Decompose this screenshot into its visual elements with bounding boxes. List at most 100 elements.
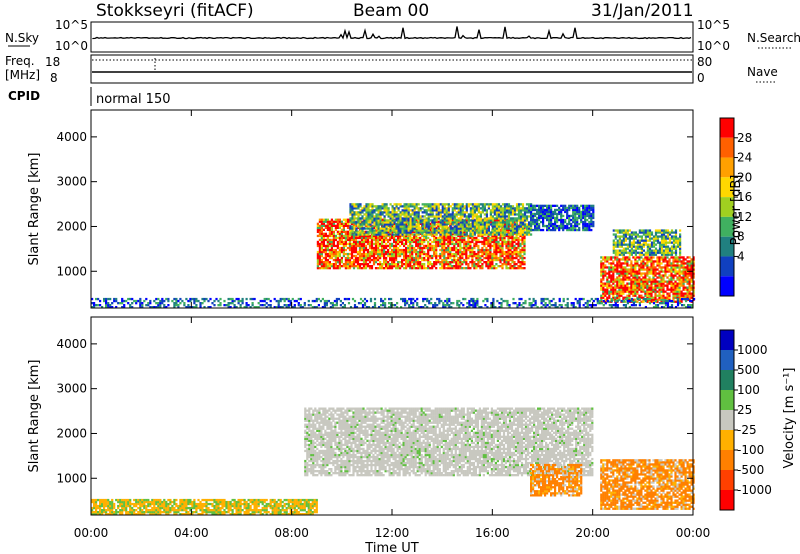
heatmap-cell bbox=[348, 256, 352, 260]
heatmap-cell bbox=[648, 286, 651, 289]
heatmap-cell bbox=[612, 243, 615, 246]
heatmap-cell bbox=[626, 278, 629, 281]
heatmap-cell bbox=[576, 222, 579, 226]
heatmap-cell bbox=[407, 225, 410, 228]
heatmap-cell bbox=[654, 251, 658, 254]
heatmap-cell bbox=[664, 268, 667, 271]
heatmap-cell bbox=[397, 261, 400, 264]
heatmap-cell bbox=[678, 288, 681, 291]
heatmap-cell bbox=[515, 209, 519, 212]
heatmap-cell bbox=[187, 306, 190, 309]
heatmap-cell bbox=[97, 297, 100, 301]
heatmap-cell bbox=[453, 215, 456, 218]
heatmap-cell bbox=[393, 207, 396, 210]
heatmap-cell bbox=[676, 243, 680, 246]
heatmap-cell bbox=[666, 266, 669, 269]
heatmap-cell bbox=[393, 203, 396, 206]
heatmap-cell bbox=[348, 246, 352, 250]
heatmap-cell bbox=[131, 306, 134, 309]
heatmap-cell bbox=[634, 294, 637, 297]
heatmap-cell bbox=[632, 280, 635, 283]
heatmap-cell bbox=[499, 231, 503, 234]
heatmap-cell bbox=[439, 252, 442, 256]
heatmap-cell bbox=[91, 306, 94, 309]
heatmap-cell bbox=[173, 302, 176, 305]
heatmap-cell bbox=[409, 267, 412, 270]
heatmap-cell bbox=[163, 306, 166, 309]
heatmap-cell bbox=[419, 242, 422, 246]
heatmap-cell bbox=[692, 258, 695, 261]
heatmap-cell bbox=[381, 203, 384, 206]
heatmap-cell bbox=[334, 248, 337, 252]
heatmap-cell bbox=[348, 242, 352, 246]
heatmap-cell bbox=[370, 236, 374, 240]
heatmap-cell bbox=[473, 252, 476, 256]
heatmap-cell bbox=[568, 206, 571, 210]
heatmap-cell bbox=[517, 219, 521, 222]
heatmap-cell bbox=[431, 219, 434, 222]
heatmap-cell bbox=[688, 288, 691, 291]
heatmap-cell bbox=[443, 231, 446, 234]
heatmap-cell bbox=[469, 248, 472, 252]
heatmap-cell bbox=[407, 238, 410, 242]
heatmap-cell bbox=[385, 267, 388, 270]
heatmap-cell bbox=[383, 263, 386, 266]
heatmap-cell bbox=[473, 215, 476, 218]
heatmap-cell bbox=[674, 251, 678, 254]
heatmap-cell bbox=[674, 284, 677, 287]
heatmap-cell bbox=[360, 236, 364, 240]
heatmap-cell bbox=[679, 237, 682, 240]
heatmap-cell bbox=[479, 229, 482, 232]
heatmap-cell bbox=[368, 261, 372, 264]
heatmap-cell bbox=[511, 267, 514, 270]
heatmap-cell bbox=[644, 251, 647, 254]
heatmap-cell bbox=[360, 248, 364, 252]
heatmap-cell bbox=[552, 224, 555, 228]
heatmap-cell bbox=[371, 217, 374, 220]
heatmap-cell bbox=[407, 207, 410, 210]
heatmap-cell bbox=[674, 274, 677, 277]
heatmap-cell bbox=[379, 250, 382, 254]
heatmap-cell bbox=[624, 300, 627, 303]
heatmap-cell bbox=[477, 227, 480, 230]
heatmap-cell bbox=[340, 248, 343, 252]
heatmap-cell bbox=[676, 260, 679, 263]
heatmap-cell bbox=[612, 266, 615, 269]
heatmap-cell bbox=[395, 225, 398, 228]
heatmap-cell bbox=[421, 252, 424, 256]
heatmap-cell bbox=[433, 223, 436, 226]
heatmap-cell bbox=[688, 294, 691, 297]
heatmap-cell bbox=[344, 238, 347, 242]
heatmap-cell bbox=[419, 219, 422, 222]
heatmap-cell bbox=[477, 244, 480, 248]
heatmap-cell bbox=[403, 215, 406, 218]
heatmap-cell bbox=[630, 260, 633, 263]
heatmap-cell bbox=[636, 260, 639, 263]
heatmap-cell bbox=[115, 299, 118, 303]
heatmap-cell bbox=[499, 207, 503, 210]
heatmap-cell bbox=[509, 222, 512, 225]
heatmap-cell bbox=[495, 227, 498, 230]
heatmap-cell bbox=[332, 248, 335, 252]
heatmap-cell bbox=[451, 242, 454, 246]
heatmap-cell bbox=[648, 249, 652, 252]
heatmap-cell bbox=[632, 300, 635, 303]
heatmap-cell bbox=[353, 207, 356, 210]
heatmap-cell bbox=[417, 246, 420, 250]
heatmap-cell bbox=[385, 221, 388, 224]
heatmap-cell bbox=[622, 266, 625, 269]
heatmap-cell bbox=[630, 241, 633, 244]
heatmap-cell bbox=[584, 228, 587, 232]
heatmap-cell bbox=[688, 256, 691, 259]
heatmap-cell bbox=[350, 234, 354, 238]
heatmap-cell bbox=[379, 229, 382, 232]
heatmap-cell bbox=[644, 276, 647, 279]
heatmap-cell bbox=[423, 238, 426, 242]
heatmap-cell bbox=[477, 209, 480, 212]
heatmap-cell bbox=[479, 258, 482, 262]
heatmap-cell bbox=[425, 246, 428, 250]
heatmap-cell bbox=[445, 250, 448, 254]
heatmap-cell bbox=[588, 208, 591, 212]
heatmap-cell bbox=[465, 215, 468, 218]
heatmap-cell bbox=[383, 211, 386, 214]
